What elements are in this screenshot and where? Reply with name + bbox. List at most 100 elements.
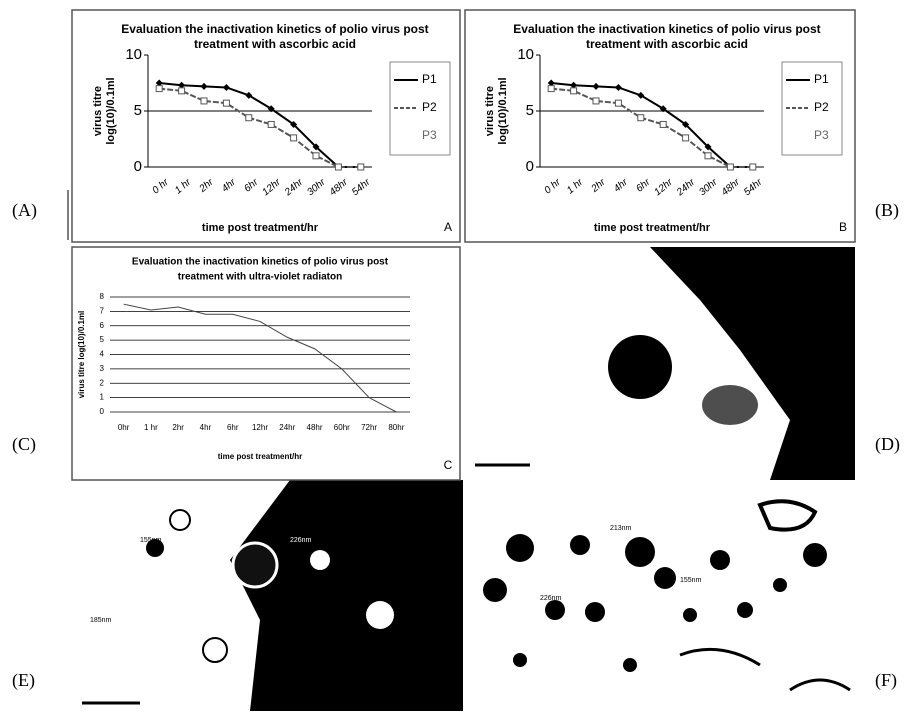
- series-line: [159, 82, 361, 168]
- legend-label: P3: [422, 128, 437, 142]
- scale-annotation: 226nm: [540, 595, 562, 602]
- data-point: [312, 152, 320, 160]
- y-tick-label: 5: [526, 102, 534, 119]
- data-point: [614, 99, 622, 107]
- x-axis-label: time post treatment/hr: [202, 222, 319, 234]
- data-point: [637, 114, 645, 122]
- legend-label: P1: [814, 72, 829, 86]
- y-axis-label: virus titre: [92, 86, 104, 136]
- data-point: [570, 81, 578, 89]
- y-axis-label: log(10)/0.1ml: [497, 77, 509, 144]
- data-point: [178, 81, 186, 89]
- chart-title: treatment with ultra-violet radiaton: [178, 272, 342, 283]
- data-point: [245, 114, 253, 122]
- legend-box: [389, 61, 451, 156]
- data-point: [222, 83, 230, 91]
- y-tick-label: 5: [100, 335, 105, 344]
- data-point: [245, 91, 253, 99]
- panel-label: (F): [875, 670, 897, 691]
- data-point: [267, 120, 275, 128]
- chart-title: Evaluation the inactivation kinetics of …: [121, 22, 428, 36]
- scale-annotation: 155nm: [680, 577, 702, 584]
- x-tick-label: 4hr: [200, 423, 212, 432]
- panel-tag: B: [839, 220, 847, 234]
- data-point: [704, 143, 712, 151]
- x-tick-label: 12hr: [252, 423, 268, 432]
- y-tick-label: 0: [526, 158, 534, 175]
- series-line: [551, 82, 753, 168]
- data-point: [312, 143, 320, 151]
- chart-title: Evaluation the inactivation kinetics of …: [132, 257, 389, 268]
- data-point: [726, 163, 734, 171]
- x-tick-label: 2hr: [172, 423, 184, 432]
- series-line: [551, 87, 753, 168]
- micrograph-e: [72, 480, 463, 711]
- x-tick-label: 6hr: [227, 423, 239, 432]
- data-point: [155, 79, 163, 87]
- x-axis-label: time post treatment/hr: [594, 222, 711, 234]
- x-tick-label: 0hr: [118, 423, 130, 432]
- series-line: [159, 87, 361, 168]
- panel-label: (A): [12, 200, 37, 221]
- y-axis-label: log(10)/0.1ml: [105, 77, 117, 144]
- x-tick-label: 1 hr: [144, 423, 158, 432]
- chart-title: treatment with ascorbic acid: [586, 37, 748, 51]
- legend-label: P2: [422, 100, 437, 114]
- x-tick-label: 72hr: [361, 423, 377, 432]
- y-axis-label: virus titre log(10)/0.1ml: [77, 311, 86, 399]
- panel-label: (D): [875, 434, 900, 455]
- data-point: [749, 163, 757, 171]
- chart-title: treatment with ascorbic acid: [194, 37, 356, 51]
- y-tick-label: 6: [100, 321, 105, 330]
- panel-tag: A: [444, 220, 452, 234]
- scale-annotation: 155nm: [140, 537, 162, 544]
- panel-label: (B): [875, 200, 899, 221]
- panel-label: (C): [12, 434, 36, 455]
- panel-tag: C: [444, 458, 453, 472]
- data-point: [334, 163, 342, 171]
- chart: Evaluation the inactivation kinetics of …: [71, 9, 461, 243]
- data-point: [547, 79, 555, 87]
- panel-label: (E): [12, 670, 35, 691]
- data-point: [614, 83, 622, 91]
- x-tick-label: 24hr: [279, 423, 295, 432]
- data-point: [659, 120, 667, 128]
- series-line: [123, 303, 397, 413]
- legend-box: [781, 61, 843, 156]
- x-tick-label: 60hr: [334, 423, 350, 432]
- micrograph-d: [463, 247, 855, 480]
- scale-annotation: 226nm: [290, 537, 312, 544]
- data-point: [682, 134, 690, 142]
- x-tick-label: 80hr: [388, 423, 404, 432]
- x-axis-label: time post treatment/hr: [218, 452, 302, 461]
- data-point: [155, 85, 163, 93]
- chart-frame: [71, 246, 461, 481]
- data-point: [200, 82, 208, 90]
- y-tick-label: 4: [100, 350, 105, 359]
- scale-annotation: 213nm: [610, 525, 632, 532]
- y-tick-label: 0: [134, 158, 142, 175]
- y-tick-label: 7: [100, 306, 105, 315]
- data-point: [592, 97, 600, 105]
- y-tick-label: 3: [100, 364, 105, 373]
- y-tick-label: 0: [100, 407, 105, 416]
- data-point: [592, 82, 600, 90]
- data-point: [637, 91, 645, 99]
- data-point: [178, 87, 186, 95]
- data-point: [547, 85, 555, 93]
- y-tick-label: 5: [134, 102, 142, 119]
- legend-label: P3: [814, 128, 829, 142]
- y-axis-label: virus titre: [484, 86, 496, 136]
- data-point: [222, 99, 230, 107]
- y-tick-label: 10: [125, 46, 142, 63]
- y-tick-label: 10: [517, 46, 534, 63]
- data-point: [267, 105, 275, 113]
- data-point: [682, 120, 690, 128]
- data-point: [704, 152, 712, 160]
- chart: Evaluation the inactivation kinetics of …: [71, 246, 461, 481]
- x-tick-label: 48hr: [307, 423, 323, 432]
- micrograph-f: [463, 480, 855, 711]
- y-tick-label: 1: [100, 393, 105, 402]
- y-tick-label: 2: [100, 378, 105, 387]
